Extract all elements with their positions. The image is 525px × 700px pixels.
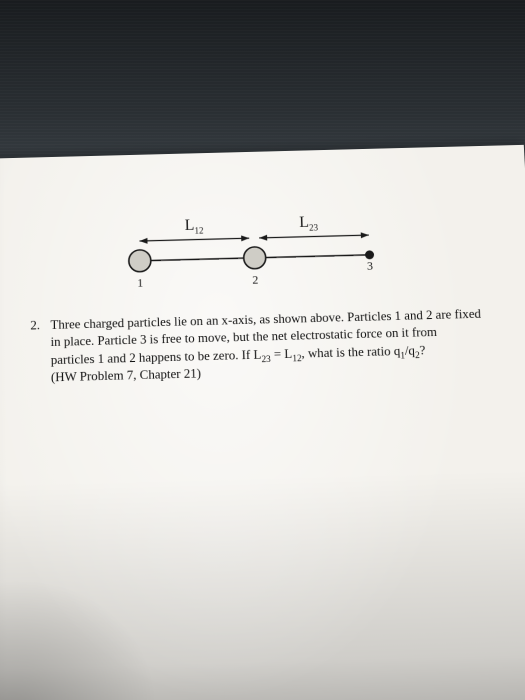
particle-2 [243,247,266,269]
num-3: 3 [367,259,374,273]
label-L12: L12 [185,217,204,236]
sub12: 12 [292,353,302,363]
num-1: 1 [137,276,143,290]
line2b-post: , what is the ratio q [301,343,400,360]
qmark: ? [419,343,425,357]
arrow-left-L23 [259,235,267,241]
num-2: 2 [252,273,258,287]
label-L23: L23 [299,214,319,233]
arrow-right-L23 [361,232,369,238]
line2b-mid: = L [270,346,292,361]
problem-text: 2. Three charged particles lie on an x-a… [30,306,485,387]
line2b-pre: and 2 happens to be zero. If L [107,347,261,365]
dim-line-L12 [140,238,250,241]
thumb-shadow [0,510,196,700]
paper-page: L12 L23 [0,145,525,700]
particle-1 [129,250,151,272]
particles-diagram: L12 L23 [109,207,401,294]
arrow-left-L12 [139,238,147,244]
problem-number: 2. [30,317,51,387]
page-content: L12 L23 [30,205,486,387]
sub23: 23 [261,353,271,363]
arrow-right-L12 [241,235,249,241]
photo-scene: L12 L23 [0,0,525,700]
table-surface [0,0,525,160]
line3: (HW Problem 7, Chapter 21) [51,366,201,384]
problem-body: Three charged particles lie on an x-axis… [50,306,485,387]
dim-line-L23 [259,235,369,238]
diagram-svg: L12 L23 [109,207,401,294]
